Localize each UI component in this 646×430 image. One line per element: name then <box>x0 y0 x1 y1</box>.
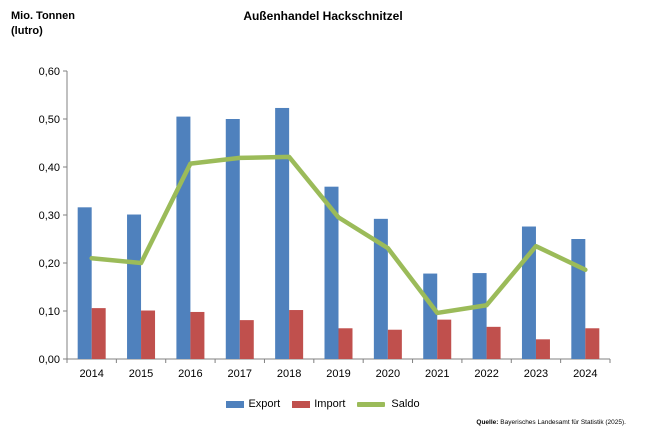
legend-swatch-saldo <box>357 401 386 407</box>
export-bar <box>571 239 586 359</box>
legend-label-saldo: Saldo <box>391 398 420 410</box>
import-bar <box>190 311 205 359</box>
import-bar <box>437 319 452 359</box>
y-tick-label: 0,30 <box>39 210 60 222</box>
x-tick-label: 2024 <box>573 368 597 380</box>
x-tick-label: 2015 <box>129 368 153 380</box>
x-tick-label: 2020 <box>376 368 400 380</box>
export-bar <box>77 207 92 359</box>
saldo-line-layer <box>89 154 588 316</box>
y-axis-unit-line-1: Mio. Tonnen <box>11 10 75 22</box>
legend-item-import: Import <box>292 398 345 410</box>
x-tick-label: 2017 <box>228 368 252 380</box>
x-tick-label: 2016 <box>178 368 202 380</box>
export-bar <box>324 186 339 359</box>
y-axis-unit-line-2: (lutro) <box>11 25 43 37</box>
export-bar <box>127 214 142 359</box>
y-tick-label: 0,50 <box>39 114 60 126</box>
import-bar <box>486 326 501 359</box>
legend-swatch-import <box>292 400 311 408</box>
legend-label-export: Export <box>248 398 281 410</box>
import-bar <box>289 310 304 359</box>
source-label: Quelle: <box>476 419 499 426</box>
y-tick-label: 0,00 <box>39 354 60 366</box>
x-tick-label: 2022 <box>474 368 498 380</box>
source-note: Quelle: Bayerisches Landesamt für Statis… <box>476 419 626 426</box>
import-bar <box>535 339 550 359</box>
y-axis: 0,00 0,10 0,20 0,30 0,40 0,50 0,60 <box>39 66 68 366</box>
x-tick-label: 2014 <box>79 368 103 380</box>
export-bar <box>225 119 240 359</box>
x-tick-label: 2023 <box>524 368 548 380</box>
x-axis: 2014 2015 2016 2017 2018 2019 2020 2021 2022 2023… <box>66 358 611 380</box>
import-bar <box>387 329 402 359</box>
y-tick-label: 0,40 <box>39 162 60 174</box>
export-bar <box>275 107 290 360</box>
x-tick-label: 2019 <box>326 368 350 380</box>
x-tick-label: 2018 <box>277 368 301 380</box>
export-bar <box>176 116 191 359</box>
import-bar <box>91 308 106 359</box>
export-bar <box>472 273 487 359</box>
legend-item-saldo: Saldo <box>357 398 420 410</box>
source-text: Bayerisches Landesamt für Statistik (202… <box>500 419 626 426</box>
y-tick-label: 0,10 <box>39 306 60 318</box>
y-axis-unit-label: Mio. Tonnen (lutro) <box>11 9 75 39</box>
import-bar <box>338 328 353 359</box>
chart-plot: 0,000,100,200,300,400,500,60 2014 2015 201… <box>39 66 611 380</box>
import-bar <box>585 328 600 359</box>
chart-title: Außenhandel Hackschnitzel <box>243 9 403 23</box>
legend: Export Import Saldo <box>0 398 646 410</box>
y-tick-label: 0,20 <box>39 258 60 270</box>
export-bar <box>423 273 438 359</box>
legend-swatch-export <box>226 400 245 408</box>
export-bar <box>373 218 388 359</box>
saldo-line <box>89 154 588 316</box>
import-bar <box>239 320 254 359</box>
import-bar <box>141 310 156 359</box>
legend-item-export: Export <box>226 398 280 410</box>
x-tick-label: 2021 <box>425 368 449 380</box>
y-tick-label: 0,60 <box>39 66 60 78</box>
legend-label-import: Import <box>314 398 346 410</box>
